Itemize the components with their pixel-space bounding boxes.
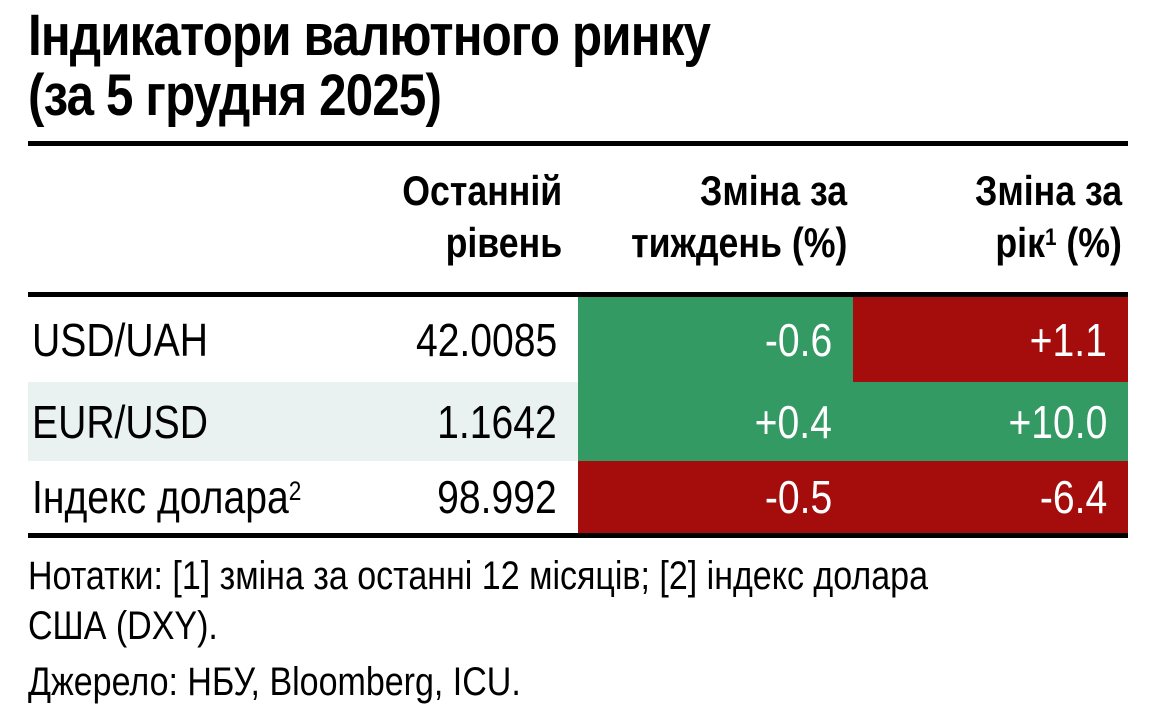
table-row: USD/UAH 42.0085 -0.6 +1.1 — [0, 297, 1165, 382]
row-left-usd-uah: USD/UAH 42.0085 — [28, 297, 578, 382]
column-header-level: Останній рівень — [402, 167, 562, 266]
row-left-eur-usd: EUR/USD 1.1642 — [28, 382, 578, 461]
column-header-week-change: Зміна за тиждень (%) — [630, 167, 847, 266]
row-label: EUR/USD — [32, 395, 208, 448]
divider-top — [28, 141, 1128, 146]
divider-header — [28, 292, 1128, 297]
cell-week-change: +0.4 — [578, 382, 853, 461]
cell-week-change: -0.5 — [578, 461, 853, 533]
cell-latest-level: 42.0085 — [415, 313, 557, 366]
table-row: Індекс долара2 98.992 -0.5 -6.4 — [0, 461, 1165, 533]
source-text: Джерело: НБУ, Bloomberg, ICU. — [28, 660, 521, 704]
cell-year-change: +10.0 — [853, 382, 1128, 461]
notes-text: Нотатки: [1] зміна за останні 12 місяців… — [28, 554, 928, 648]
footnote-marker-1: 1 — [1045, 224, 1057, 252]
cell-year-change: +1.1 — [853, 297, 1128, 382]
row-left-dollar-index: Індекс долара2 98.992 — [28, 461, 578, 533]
divider-bottom — [28, 533, 1128, 538]
footnote-marker-2: 2 — [288, 476, 302, 507]
cell-latest-level: 1.1642 — [437, 395, 557, 448]
row-label: Індекс долара2 — [32, 471, 302, 523]
table-row: EUR/USD 1.1642 +0.4 +10.0 — [0, 382, 1165, 461]
cell-week-change: -0.6 — [578, 297, 853, 382]
cell-latest-level: 98.992 — [437, 471, 557, 523]
page-title-line1: Індикатори валютного ринку — [28, 3, 711, 68]
page-title: Індикатори валютного ринку (за 5 грудня … — [28, 6, 830, 126]
row-label: USD/UAH — [32, 313, 208, 366]
page-title-line2: (за 5 грудня 2025) — [28, 63, 442, 128]
column-header-year-change: Зміна за рік1 (%) — [974, 167, 1122, 266]
cell-year-change: -6.4 — [853, 461, 1128, 533]
